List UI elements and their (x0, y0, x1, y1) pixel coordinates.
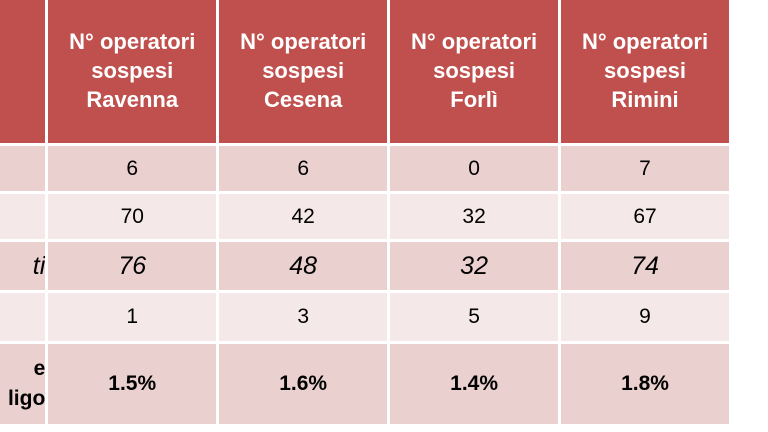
table-cell: 7 (558, 143, 732, 194)
row-label: e ligo (0, 341, 49, 427)
header-line: Cesena (264, 86, 343, 112)
table-cell: 9 (558, 290, 732, 344)
header-line: N° operatori (411, 28, 538, 54)
header-cell-forli: N° operatori sospesi Forlì (387, 0, 562, 146)
row-label (0, 290, 49, 344)
header-line: sospesi (433, 57, 516, 83)
table-cell: 74 (558, 239, 732, 293)
table-cell: 1.6% (216, 341, 391, 427)
row-label-line: ligo (7, 387, 46, 410)
header-line: N° operatori (69, 28, 196, 54)
table-cell: 3 (216, 290, 391, 344)
header-cell-ravenna: N° operatori sospesi Ravenna (45, 0, 220, 146)
row-label (0, 191, 49, 242)
table-cell: 70 (45, 191, 220, 242)
operators-table: N° operatori sospesi Ravenna N° operator… (0, 0, 732, 427)
table-cell: 67 (558, 191, 732, 242)
table-cell: 32 (387, 191, 562, 242)
table-row: e ligo 1.5% 1.6% 1.4% 1.8% (0, 341, 732, 427)
table-row: 1 3 5 9 (0, 290, 732, 344)
table-cell: 32 (387, 239, 562, 293)
table-cell: 1.5% (45, 341, 220, 427)
row-label-line: e (33, 357, 46, 380)
table-cell: 6 (216, 143, 391, 194)
header-line: Rimini (611, 86, 679, 112)
table-cell: 6 (45, 143, 220, 194)
header-line: sospesi (604, 57, 686, 83)
table-cell: 0 (387, 143, 562, 194)
header-line: N° operatori (581, 28, 709, 54)
header-cell-label (0, 0, 49, 146)
header-line: Forlì (450, 86, 498, 112)
row-label: ti (0, 239, 49, 293)
table-cell: 1 (45, 290, 220, 344)
table-row: 6 6 0 7 (0, 143, 732, 194)
header-row: N° operatori sospesi Ravenna N° operator… (0, 0, 732, 146)
table-cell: 76 (45, 239, 220, 293)
header-line: Ravenna (86, 86, 179, 112)
table-cell: 5 (387, 290, 562, 344)
table-row: ti 76 48 32 74 (0, 239, 732, 293)
header-line: N° operatori (240, 28, 367, 54)
header-cell-cesena: N° operatori sospesi Cesena (216, 0, 391, 146)
header-cell-rimini: N° operatori sospesi Rimini (558, 0, 732, 146)
table-cell: 1.8% (558, 341, 732, 427)
row-label (0, 143, 49, 194)
table-cell: 48 (216, 239, 391, 293)
table-cell: 42 (216, 191, 391, 242)
table-cell: 1.4% (387, 341, 562, 427)
table-row: 70 42 32 67 (0, 191, 732, 242)
header-line: sospesi (262, 57, 345, 83)
header-line: sospesi (91, 57, 174, 83)
